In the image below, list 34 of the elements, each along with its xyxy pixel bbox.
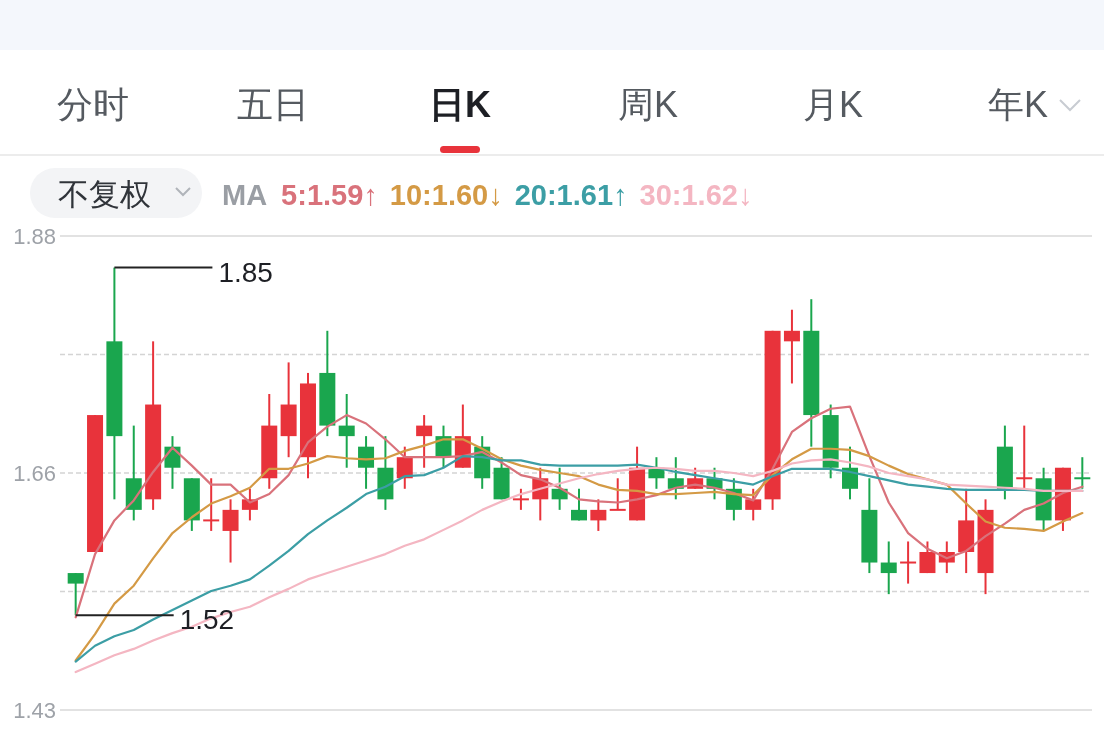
text: 五日 bbox=[237, 84, 309, 125]
candlestick bbox=[1073, 456, 1092, 490]
annotation: 1.52 bbox=[179, 604, 235, 636]
candlestick bbox=[590, 498, 607, 532]
legend-title: MA bbox=[222, 179, 268, 211]
text: 不复权 bbox=[58, 177, 151, 212]
text: 周K bbox=[617, 84, 679, 125]
text: 30:1.62↓ bbox=[639, 179, 753, 211]
candlestick bbox=[608, 477, 627, 511]
text: 10:1.60↓ bbox=[389, 179, 503, 211]
text: 20:1.61↑ bbox=[514, 179, 628, 211]
text: 5:1.59↑ bbox=[281, 179, 378, 211]
text: 月K bbox=[802, 84, 864, 125]
candlestick bbox=[358, 435, 375, 490]
annotation: 1.85 bbox=[218, 256, 273, 288]
candlestick bbox=[880, 540, 897, 596]
y-tick-label: 1.43 bbox=[13, 697, 56, 723]
candlestick bbox=[511, 487, 530, 511]
candlestick bbox=[571, 487, 587, 522]
candlestick bbox=[416, 414, 433, 469]
candlestick bbox=[745, 487, 762, 522]
candlestick bbox=[222, 498, 239, 564]
candlestick bbox=[783, 308, 800, 385]
candlestick bbox=[67, 572, 84, 617]
candlestick bbox=[899, 540, 918, 585]
candlestick bbox=[919, 540, 936, 575]
text: 年K bbox=[987, 84, 1049, 125]
y-tick-label: 1.88 bbox=[13, 223, 56, 249]
y-tick-label: 1.66 bbox=[13, 460, 56, 486]
text: 分时 bbox=[57, 84, 129, 125]
candlestick bbox=[338, 393, 355, 469]
text: 日K bbox=[429, 84, 491, 125]
candlestick bbox=[202, 477, 221, 532]
candlestick bbox=[1015, 424, 1034, 490]
